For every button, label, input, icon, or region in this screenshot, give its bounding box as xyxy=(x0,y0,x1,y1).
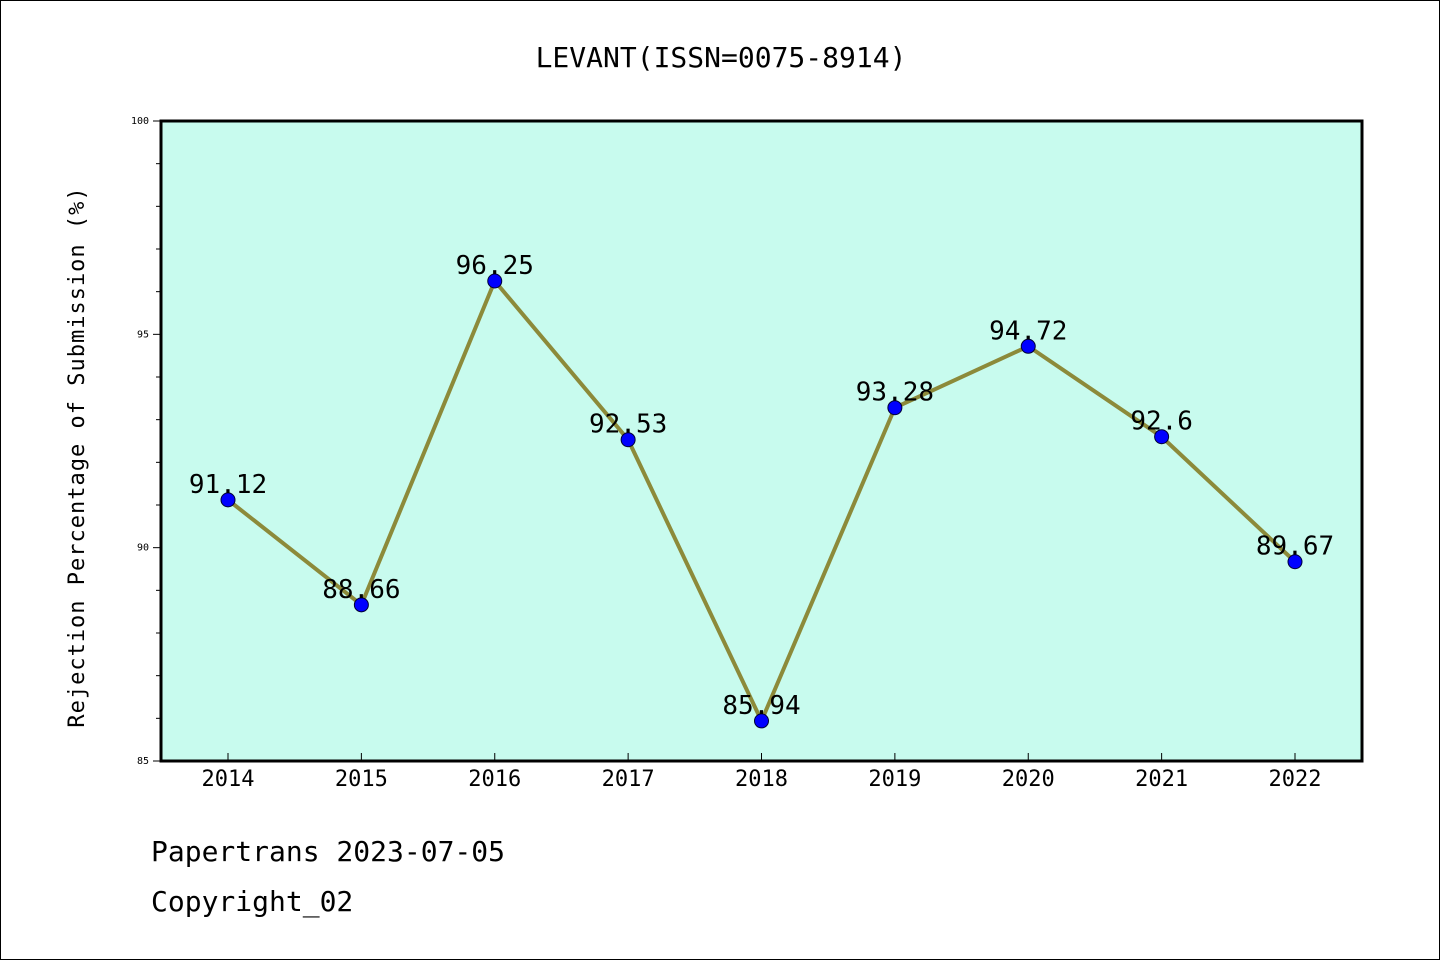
data-point xyxy=(1020,338,1036,354)
x-axis-ticks: 2014 2015 2016 2017 2018 2019 2020 2021 2022 xyxy=(202,753,1322,792)
data-point xyxy=(487,273,503,289)
x-tick-label: 2021 xyxy=(1135,767,1188,792)
series-layer xyxy=(220,273,1303,729)
x-tick-label: 2022 xyxy=(1269,767,1322,792)
data-label: 88.66 xyxy=(322,575,400,605)
data-point xyxy=(620,432,636,448)
y-tick-label: 85 xyxy=(137,756,149,767)
y-tick-label: 100 xyxy=(131,116,149,127)
data-point xyxy=(1287,554,1303,570)
x-tick-label: 2015 xyxy=(335,767,388,792)
data-labels-layer: 91.12 88.66 96.25 92.53 85.94 93.28 94.72 92.6 8… xyxy=(189,251,1334,721)
data-point xyxy=(887,400,903,416)
data-label: 85.94 xyxy=(722,691,800,721)
footer-source-date: Papertrans 2023-07-05 xyxy=(151,835,506,868)
data-label: 91.12 xyxy=(189,470,267,500)
y-axis-ticks: 85 90 95 100 xyxy=(131,116,161,767)
plot-area xyxy=(159,119,1364,763)
x-tick-label: 2014 xyxy=(202,767,255,792)
x-tick-label: 2020 xyxy=(1002,767,1055,792)
data-label: 92.6 xyxy=(1130,407,1193,437)
footer-copyright: Copyright_02 xyxy=(151,885,354,918)
data-point xyxy=(220,492,236,508)
x-tick-label: 2018 xyxy=(735,767,788,792)
data-label: 96.25 xyxy=(456,251,534,281)
data-point xyxy=(1154,429,1170,445)
data-label: 94.72 xyxy=(989,316,1067,346)
data-label: 93.28 xyxy=(856,378,934,408)
data-label: 92.53 xyxy=(589,410,667,440)
y-tick-label: 90 xyxy=(137,543,149,554)
x-tick-label: 2017 xyxy=(602,767,655,792)
y-tick-label: 95 xyxy=(137,329,149,340)
y-axis-label: Rejection Percentage of Submission (%) xyxy=(65,186,90,727)
chart-title: LEVANT(ISSN=0075-8914) xyxy=(536,41,907,74)
data-point xyxy=(754,713,769,729)
data-label: 89.67 xyxy=(1256,532,1334,562)
x-tick-label: 2016 xyxy=(468,767,521,792)
x-tick-label: 2019 xyxy=(868,767,921,792)
data-point xyxy=(353,597,369,613)
